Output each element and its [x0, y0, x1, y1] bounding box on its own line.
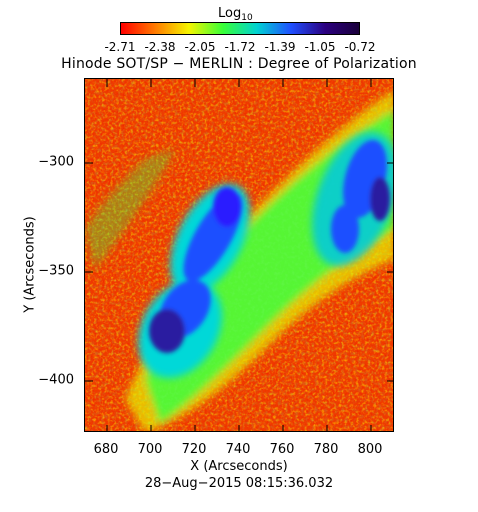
magnetic-regions	[149, 140, 390, 353]
colorbar-tick-label: -0.72	[344, 40, 376, 54]
y-axis-label: Y (Arcseconds)	[22, 216, 38, 313]
colorbar-title: Log10	[218, 6, 253, 23]
colorbar-title-main: Log	[218, 6, 242, 21]
x-tick-label: 740	[225, 442, 251, 457]
colorbar-tick-label: -2.38	[144, 40, 176, 54]
axis-ticks	[85, 79, 393, 431]
colorbar	[120, 22, 360, 35]
y-tick-label: −400	[38, 372, 74, 388]
plot-title: Hinode SOT/SP − MERLIN : Degree of Polar…	[61, 56, 417, 72]
x-tick-label: 780	[313, 442, 339, 457]
x-tick-label: 800	[357, 442, 383, 457]
y-tick-label: −300	[38, 154, 74, 170]
colorbar-tick-label: -1.39	[264, 40, 296, 54]
polarization-map-frame	[84, 78, 394, 432]
observation-timestamp: 28−Aug−2015 08:15:36.032	[144, 476, 334, 491]
x-tick-label: 680	[93, 442, 119, 457]
x-axis-label: X (Arcseconds)	[190, 459, 288, 474]
colorbar-tick-label: -1.72	[224, 40, 256, 54]
x-tick-label: 700	[137, 442, 163, 457]
polarization-map-image	[85, 79, 393, 431]
colorbar-tick-label: -2.05	[184, 40, 216, 54]
y-tick-label: −350	[38, 263, 74, 279]
colorbar-tick-label: -1.05	[304, 40, 336, 54]
colorbar-tick-label: -2.71	[104, 40, 136, 54]
colorbar-title-subscript: 10	[241, 13, 253, 23]
x-tick-label: 720	[181, 442, 207, 457]
x-tick-label: 760	[269, 442, 295, 457]
